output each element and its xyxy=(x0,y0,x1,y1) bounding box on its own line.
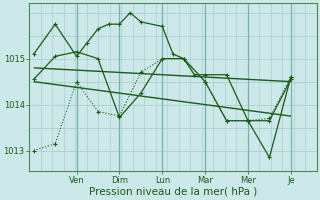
X-axis label: Pression niveau de la mer( hPa ): Pression niveau de la mer( hPa ) xyxy=(89,187,257,197)
